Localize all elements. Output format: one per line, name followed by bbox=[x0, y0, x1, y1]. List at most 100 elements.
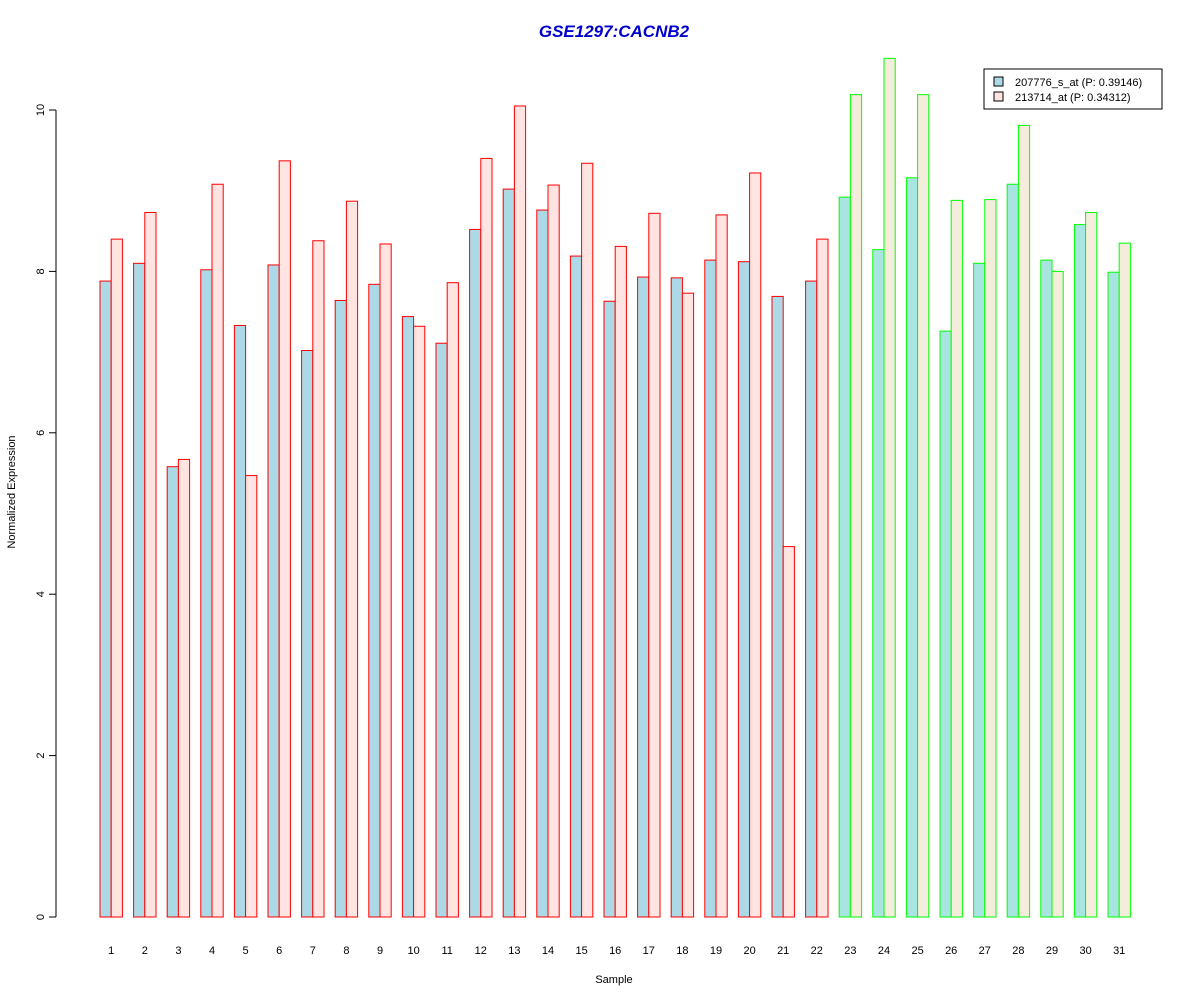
y-tick-label: 0 bbox=[35, 914, 47, 920]
x-tick-label: 31 bbox=[1113, 945, 1125, 957]
bar-sample-18-series-1 bbox=[670, 277, 683, 918]
bar-sample-30-series-2 bbox=[1085, 211, 1098, 918]
bar-sample-26-series-2 bbox=[950, 199, 963, 918]
bar-sample-19-series-2 bbox=[715, 214, 728, 918]
x-tick-label: 7 bbox=[310, 945, 316, 957]
bar-sample-30-series-1 bbox=[1073, 224, 1087, 918]
y-axis-title: Normalized Expression bbox=[6, 435, 18, 548]
bar-sample-16-series-1 bbox=[603, 300, 616, 918]
x-tick-label: 29 bbox=[1046, 945, 1058, 957]
bar-sample-14-series-1 bbox=[536, 209, 549, 918]
bar-sample-23-series-2 bbox=[849, 94, 863, 918]
legend-label-series-2: 213714_at (P: 0.34312) bbox=[1015, 92, 1131, 104]
bar-sample-11-series-2 bbox=[446, 282, 459, 918]
chart-title: GSE1297:CACNB2 bbox=[539, 22, 690, 41]
y-tick-label: 6 bbox=[35, 430, 47, 436]
bar-sample-12-series-1 bbox=[469, 228, 482, 918]
bar-sample-27-series-1 bbox=[973, 262, 986, 918]
bar-sample-10-series-2 bbox=[413, 325, 426, 918]
bar-sample-14-series-2 bbox=[547, 184, 560, 918]
legend-swatch-series-2 bbox=[993, 91, 1004, 102]
x-tick-label: 3 bbox=[175, 945, 181, 957]
x-tick-label: 24 bbox=[878, 945, 890, 957]
x-tick-label: 19 bbox=[710, 945, 722, 957]
bar-sample-16-series-2 bbox=[614, 245, 627, 918]
bar-sample-10-series-1 bbox=[401, 316, 415, 918]
bar-sample-4-series-2 bbox=[211, 183, 224, 918]
bar-sample-3-series-1 bbox=[166, 466, 179, 918]
x-tick-label: 6 bbox=[276, 945, 282, 957]
bar-sample-22-series-2 bbox=[816, 238, 829, 918]
bar-sample-20-series-1 bbox=[737, 261, 751, 918]
bar-sample-29-series-2 bbox=[1051, 270, 1064, 918]
x-tick-label: 8 bbox=[343, 945, 349, 957]
legend-box bbox=[983, 68, 1163, 110]
bar-sample-5-series-1 bbox=[233, 324, 247, 918]
x-tick-label: 28 bbox=[1012, 945, 1024, 957]
x-tick-label: 9 bbox=[377, 945, 383, 957]
bar-sample-13-series-1 bbox=[502, 188, 515, 918]
bar-sample-26-series-1 bbox=[939, 330, 952, 918]
bar-sample-31-series-1 bbox=[1107, 271, 1120, 918]
legend-swatch-series-1 bbox=[993, 76, 1004, 87]
bar-sample-7-series-1 bbox=[301, 349, 314, 918]
bar-sample-11-series-1 bbox=[435, 342, 448, 918]
y-tick-label: 10 bbox=[35, 104, 47, 116]
bar-sample-6-series-2 bbox=[278, 160, 291, 918]
y-axis: 0 2 4 6 8 10 bbox=[35, 104, 57, 920]
x-tick-label: 30 bbox=[1079, 945, 1091, 957]
x-tick-label: 13 bbox=[508, 945, 520, 957]
bar-sample-1-series-1 bbox=[99, 280, 112, 918]
bar-sample-17-series-2 bbox=[648, 212, 661, 918]
x-tick-label: 26 bbox=[945, 945, 957, 957]
bar-sample-18-series-2 bbox=[681, 292, 695, 918]
bar-sample-6-series-1 bbox=[267, 264, 280, 918]
x-tick-label: 2 bbox=[142, 945, 148, 957]
bar-sample-8-series-2 bbox=[345, 200, 359, 918]
x-tick-label: 14 bbox=[542, 945, 554, 957]
bar-sample-3-series-2 bbox=[177, 458, 191, 918]
x-tick-label: 27 bbox=[979, 945, 991, 957]
bar-sample-25-series-2 bbox=[917, 94, 930, 918]
x-tick-label: 23 bbox=[844, 945, 856, 957]
bar-sample-1-series-2 bbox=[110, 238, 123, 918]
bar-sample-2-series-2 bbox=[144, 211, 157, 918]
x-tick-label: 18 bbox=[676, 945, 688, 957]
x-tick-label: 15 bbox=[575, 945, 587, 957]
x-tick-label: 16 bbox=[609, 945, 621, 957]
bar-sample-8-series-1 bbox=[334, 299, 347, 918]
x-tick-label: 11 bbox=[441, 945, 452, 957]
y-tick-label: 2 bbox=[35, 753, 47, 759]
x-tick-labels: 1 2 3 4 5 6 7 8 9 10 11 12 13 14 15 16 17 18 19 20 21 22 23 24 2… bbox=[108, 945, 1125, 957]
bar-sample-12-series-2 bbox=[480, 157, 493, 918]
bar-sample-2-series-1 bbox=[133, 262, 146, 918]
bar-sample-24-series-1 bbox=[872, 249, 885, 918]
y-tick-label: 4 bbox=[35, 591, 47, 597]
bar-sample-13-series-2 bbox=[513, 105, 527, 918]
bar-sample-29-series-1 bbox=[1040, 259, 1053, 918]
bar-sample-21-series-2 bbox=[782, 546, 795, 918]
bar-sample-28-series-1 bbox=[1006, 183, 1019, 918]
bar-sample-9-series-1 bbox=[368, 283, 381, 918]
bar-sample-4-series-1 bbox=[200, 269, 213, 918]
bar-sample-22-series-1 bbox=[805, 280, 818, 918]
x-tick-label: 17 bbox=[643, 945, 655, 957]
bar-sample-9-series-2 bbox=[379, 243, 392, 918]
bar-sample-5-series-2 bbox=[245, 475, 258, 918]
x-tick-label: 21 bbox=[777, 945, 789, 957]
bar-sample-25-series-1 bbox=[905, 177, 919, 918]
bar-sample-31-series-2 bbox=[1118, 242, 1131, 918]
x-axis-title: Sample bbox=[595, 974, 632, 986]
bar-sample-15-series-2 bbox=[581, 162, 594, 918]
bar-sample-28-series-2 bbox=[1017, 124, 1031, 918]
bar-sample-20-series-2 bbox=[749, 172, 762, 918]
x-tick-label: 25 bbox=[911, 945, 923, 957]
bar-sample-19-series-1 bbox=[704, 259, 717, 918]
bars bbox=[99, 57, 1131, 918]
x-tick-label: 5 bbox=[243, 945, 249, 957]
x-tick-label: 10 bbox=[407, 945, 419, 957]
bar-sample-27-series-2 bbox=[984, 199, 997, 918]
x-tick-label: 12 bbox=[475, 945, 487, 957]
x-tick-label: 20 bbox=[743, 945, 755, 957]
